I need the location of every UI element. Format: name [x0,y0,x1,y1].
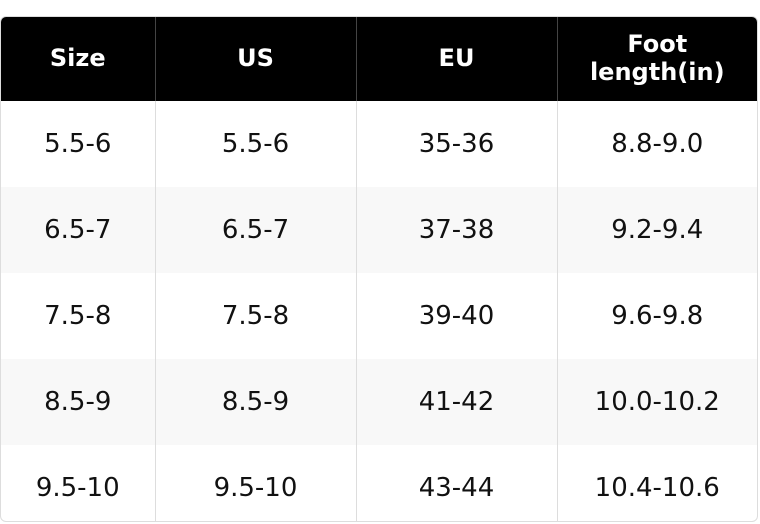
table-cell: 7.5-8 [155,273,357,359]
table-cell: 6.5-7 [1,187,156,273]
table-cell: 6.5-7 [155,187,357,273]
header-cell: Size [1,17,156,101]
table-cell: 10.4-10.6 [594,473,720,503]
table-cell: 37-38 [356,187,558,273]
table-cell: 39-40 [356,273,558,359]
table-row: 9.5-10 9.5-10 43-44 10.4-10.6 [1,445,757,521]
table-cell: 35-36 [356,101,558,187]
table-row: 6.5-7 6.5-7 37-38 9.2-9.4 [1,187,757,273]
size-table: Size US EU Foot length(in) 5.5-6 5.5-6 35-36 8… [1,17,757,521]
table-cell: 7.5-8 [1,273,156,359]
size-table-container: Size US EU Foot length(in) 5.5-6 5.5-6 35-36 8… [0,16,758,522]
table-cell: 41-42 [356,359,558,445]
table-cell: 43-44 [356,445,558,521]
table-cell: 8.8-9.0 [611,129,704,159]
header-cell: Foot length(in) [557,17,757,101]
table-cell: 9.5-10 [1,445,156,521]
table-row: 7.5-8 7.5-8 39-40 9.6-9.8 [1,273,757,359]
table-row: 8.5-9 8.5-9 41-42 10.0-10.2 [1,359,757,445]
table-row: 5.5-6 5.5-6 35-36 8.8-9.0 [1,101,757,187]
table-cell: 5.5-6 [1,101,156,187]
table-cell: 9.6-9.8 [611,301,704,331]
table-cell: 5.5-6 [155,101,357,187]
table-cell: 9.5-10 [155,445,357,521]
table-cell: 8.5-9 [1,359,156,445]
table-cell: 8.5-9 [155,359,357,445]
header-cell: EU [356,17,558,101]
table-body: 5.5-6 5.5-6 35-36 8.8-9.0 6.5-7 6.5-7 37-38 9.2… [1,101,757,521]
header-cell: US [155,17,357,101]
header-row: Size US EU Foot length(in) [1,17,757,101]
table-cell: 9.2-9.4 [557,187,757,273]
table-cell: 10.0-10.2 [557,359,757,445]
